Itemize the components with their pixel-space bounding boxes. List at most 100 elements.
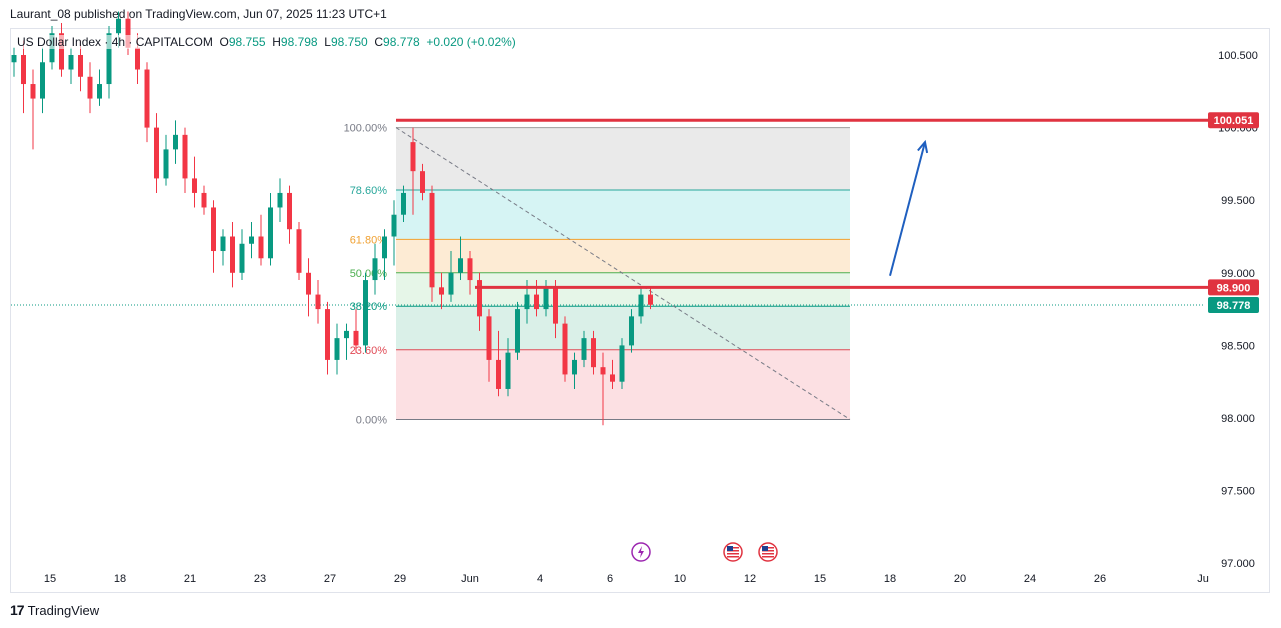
candle-body[interactable] — [306, 272, 311, 295]
candle-body[interactable] — [410, 142, 416, 172]
candle-body[interactable] — [173, 134, 178, 150]
fib-zone — [396, 190, 850, 240]
candle-body[interactable] — [401, 192, 406, 215]
candle-body[interactable] — [648, 294, 653, 305]
candle-body[interactable] — [344, 330, 349, 339]
candle-body[interactable] — [600, 367, 606, 375]
change-value: +0.020 (+0.02%) — [426, 35, 516, 49]
candle-body[interactable] — [610, 374, 615, 382]
candle-body[interactable] — [40, 62, 45, 99]
candle-body[interactable] — [486, 316, 492, 360]
candle-body[interactable] — [97, 84, 102, 99]
fib-zone — [396, 127, 850, 191]
candle-body[interactable] — [477, 280, 482, 317]
y-axis-tick-label: 98.500 — [1221, 340, 1255, 352]
candle-body[interactable] — [192, 178, 197, 193]
candle-body[interactable] — [201, 192, 207, 208]
candle-body[interactable] — [315, 294, 321, 310]
candle-body[interactable] — [534, 294, 539, 310]
candle-body[interactable] — [125, 18, 131, 48]
candle-body[interactable] — [106, 33, 112, 85]
high-value: 98.798 — [280, 35, 318, 49]
candle-body[interactable] — [11, 55, 17, 63]
candle-body[interactable] — [543, 287, 549, 310]
candle-body[interactable] — [429, 192, 435, 288]
projection-arrow-line[interactable] — [889, 141, 926, 276]
fib-zone — [396, 239, 850, 273]
y-axis-tick-label: 99.500 — [1221, 195, 1255, 207]
x-axis-tick-label: 18 — [884, 573, 896, 585]
candle-body[interactable] — [591, 338, 596, 368]
flag-canton — [762, 546, 768, 551]
candle-body[interactable] — [154, 127, 159, 179]
candle-body[interactable] — [496, 359, 501, 389]
candle-body[interactable] — [562, 323, 568, 375]
us-flag-event-icon[interactable] — [758, 542, 778, 562]
fib-level-label: 61.80% — [350, 234, 388, 246]
symbol-name[interactable]: US Dollar Index · 4h · CAPITALCOM — [17, 35, 213, 49]
candle-body[interactable] — [363, 280, 368, 346]
candle-body[interactable] — [230, 236, 235, 273]
flag-stripe — [762, 553, 774, 555]
candle-body[interactable] — [68, 55, 74, 70]
flag-canton — [727, 546, 733, 551]
candle-body[interactable] — [448, 272, 454, 295]
candle-body[interactable] — [391, 214, 397, 237]
y-axis-tick-label: 98.000 — [1221, 413, 1255, 425]
candle-body[interactable] — [59, 33, 64, 70]
tradingview-logo-icon: 17 — [10, 602, 25, 618]
chart-frame[interactable] — [10, 28, 1270, 593]
candle-body[interactable] — [619, 345, 625, 382]
flag-stripe — [762, 556, 774, 558]
candle-body[interactable] — [325, 309, 330, 360]
candle-body[interactable] — [553, 287, 558, 324]
candle-body[interactable] — [420, 171, 425, 193]
us-flag-event-icon[interactable] — [723, 542, 743, 562]
candle-body[interactable] — [458, 258, 463, 273]
x-axis-tick-label: 18 — [114, 573, 126, 585]
candle-body[interactable] — [382, 236, 387, 259]
x-axis-tick-label: 15 — [814, 573, 826, 585]
candle-body[interactable] — [135, 47, 140, 70]
candle-body[interactable] — [220, 236, 226, 252]
fib-level-label: 78.60% — [350, 185, 388, 197]
candle-body[interactable] — [258, 236, 264, 259]
fib-level-label: 100.00% — [344, 123, 388, 135]
price-line-badge: 98.900 — [1217, 282, 1251, 294]
candle-body[interactable] — [21, 55, 26, 85]
candle-body[interactable] — [116, 18, 121, 34]
close-label: C — [374, 35, 384, 49]
candle-body[interactable] — [249, 236, 254, 244]
candle-body[interactable] — [163, 149, 169, 179]
low-value: 98.750 — [330, 35, 368, 49]
candle-body[interactable] — [30, 84, 36, 99]
candle-body[interactable] — [439, 287, 444, 295]
candle-body[interactable] — [334, 338, 340, 360]
footer-brand[interactable]: 17 TradingView — [10, 602, 99, 618]
x-axis-tick-label: Jun — [461, 573, 479, 585]
candle-body[interactable] — [467, 258, 473, 281]
candle-body[interactable] — [638, 294, 644, 317]
candle-body[interactable] — [287, 192, 292, 230]
candle-body[interactable] — [572, 359, 577, 375]
candle-body[interactable] — [239, 243, 245, 273]
candle-body[interactable] — [144, 69, 150, 128]
x-axis-tick-label: 23 — [254, 573, 266, 585]
candle-body[interactable] — [353, 330, 359, 346]
candle-body[interactable] — [581, 338, 587, 360]
candle-body[interactable] — [629, 316, 634, 346]
candle-body[interactable] — [505, 352, 511, 389]
candle-body[interactable] — [372, 258, 378, 281]
candle-body[interactable] — [268, 207, 273, 259]
candle-body[interactable] — [78, 55, 83, 77]
candle-body[interactable] — [87, 76, 93, 99]
candle-body[interactable] — [211, 207, 216, 252]
publish-header: Laurant_08 published on TradingView.com,… — [10, 7, 387, 21]
x-axis-tick-label: 15 — [44, 573, 56, 585]
candle-body[interactable] — [524, 294, 530, 310]
candle-body[interactable] — [515, 309, 520, 353]
candle-body[interactable] — [277, 192, 283, 208]
candle-body[interactable] — [182, 134, 188, 179]
candle-body[interactable] — [296, 229, 302, 273]
